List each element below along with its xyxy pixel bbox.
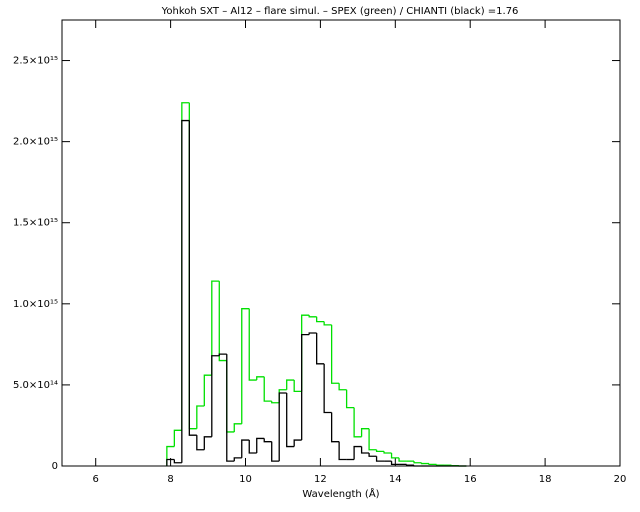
histogram-step [323,321,332,326]
histogram-step [330,324,340,384]
histogram-step [330,412,340,443]
histogram-step [360,446,370,454]
histogram-step [413,461,422,464]
y-tick-label: 1.5×10¹⁵ [13,218,58,229]
histogram-step [301,314,310,392]
x-tick-label: 16 [464,474,477,485]
histogram-step [218,281,227,362]
histogram-step [256,376,265,381]
histogram-step [286,379,295,390]
chart-title: Yohkoh SXT – Al12 – flare simul. – SPEX … [161,6,519,17]
histogram-step [308,315,317,318]
histogram-step [263,376,272,402]
y-tick-label: 0 [52,461,58,472]
histogram-step [181,102,190,431]
histogram-step [203,374,212,406]
histogram-step [293,439,302,447]
x-tick-label: 14 [389,474,402,485]
histogram-step [316,333,325,365]
histogram-step [271,441,280,462]
histogram-step [173,429,182,447]
histogram-step [248,440,257,454]
histogram-step [323,363,332,414]
histogram-step [226,360,235,433]
histogram-step [353,445,362,460]
histogram-step [360,428,370,437]
histogram-step [338,383,347,391]
histogram-step [233,457,242,462]
histogram-step [398,457,407,462]
x-tick-label: 10 [239,474,252,485]
histogram-step [196,435,205,451]
histogram-step [226,354,235,462]
histogram-step [278,392,287,462]
x-tick-label: 6 [93,474,99,485]
histogram-step [181,119,190,463]
histogram-step [368,428,377,451]
histogram-step [301,333,310,441]
histogram-step [390,461,400,466]
histogram-step [248,308,257,381]
histogram-step [308,332,317,335]
histogram-step [233,423,242,432]
histogram-step [368,453,377,457]
histogram-step [211,280,220,376]
histogram-step [173,459,182,464]
histogram-step [241,308,250,424]
y-tick-label: 1.0×10¹⁵ [13,299,58,310]
histogram-step [218,353,227,356]
histogram-step [278,389,287,403]
histogram-step [405,464,415,466]
x-tick-label: 8 [167,474,173,485]
histogram-step [375,456,385,462]
histogram-step [256,437,265,454]
x-tick-label: 18 [539,474,552,485]
y-tick-label: 2.0×10¹⁵ [13,137,58,148]
x-tick-label: 20 [614,474,627,485]
histogram-step [166,458,175,466]
histogram-step [293,380,302,393]
histogram-step [338,441,347,461]
histogram-step [286,393,295,448]
histogram-step [353,407,362,438]
histogram-step [316,316,325,323]
histogram-step [203,436,212,450]
histogram-step [345,389,355,409]
plot-frame [61,19,621,467]
histogram-step [196,405,205,429]
histogram-step [383,451,392,454]
histogram-step [413,465,422,467]
histogram-step [241,439,250,458]
histogram-step [420,462,430,465]
histogram-step [188,120,197,436]
histogram-step [390,453,400,459]
x-axis-label: Wavelength (Å) [302,487,379,500]
y-tick-label: 2.5×10¹⁵ [13,56,58,67]
histogram-step [428,463,437,466]
histogram-step [263,438,272,443]
histogram-step [188,102,197,430]
x-tick-label: 12 [314,474,327,485]
histogram-step [211,355,220,437]
histogram-step [271,401,280,404]
y-tick-label: 5.0×10¹⁴ [13,380,58,391]
histogram-step [375,449,385,453]
histogram-step [435,464,444,466]
